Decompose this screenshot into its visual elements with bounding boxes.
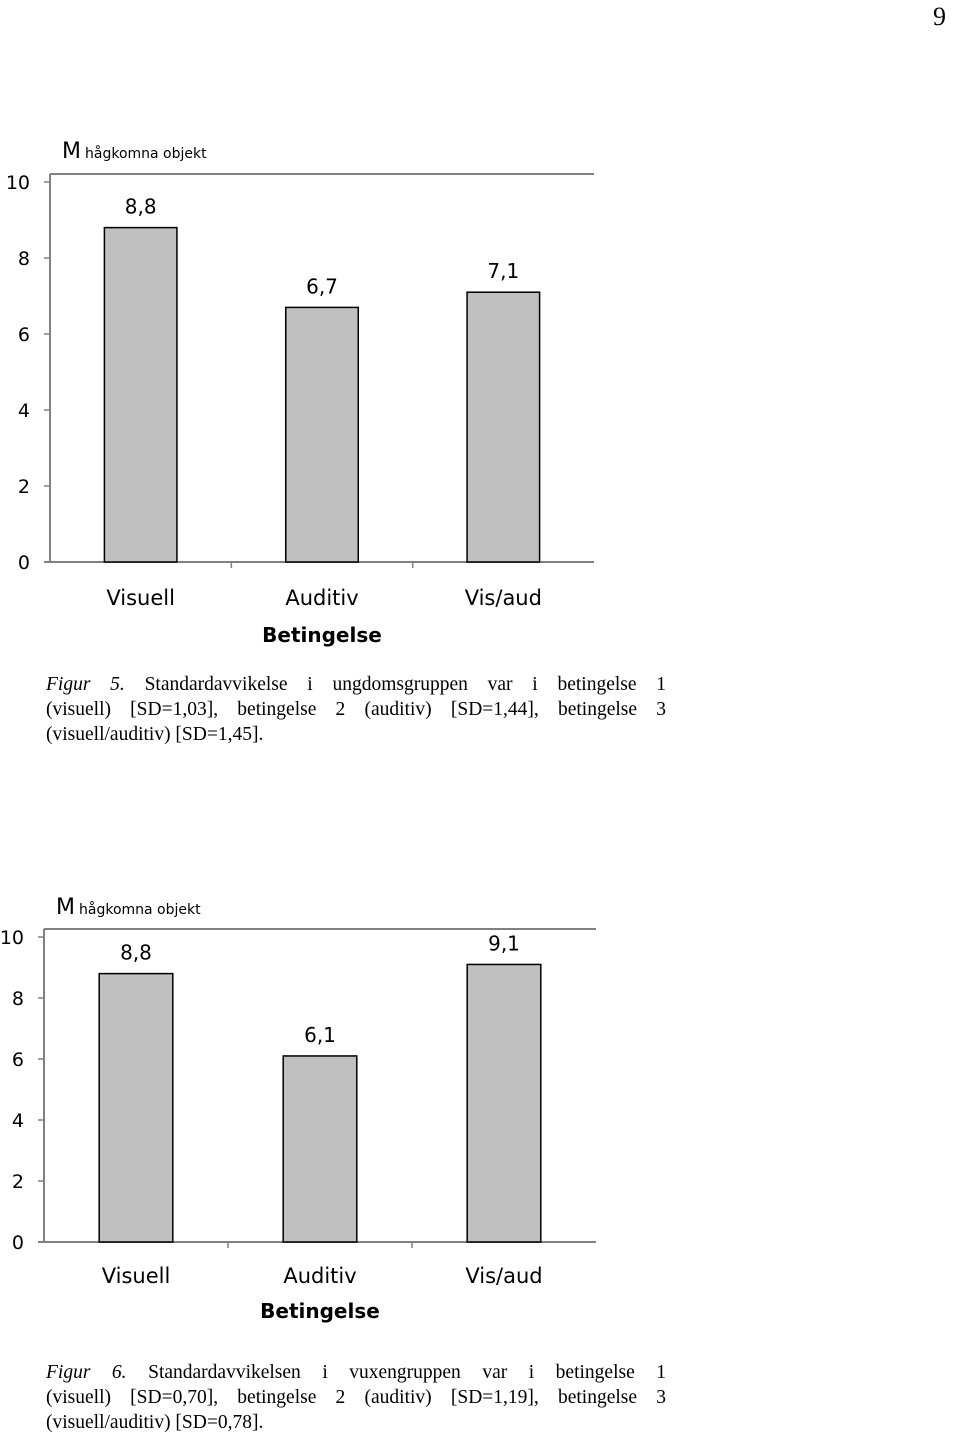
y-tick-label: 8 (18, 248, 30, 270)
y-tick-label: 10 (0, 927, 24, 949)
y-tick-label: 6 (18, 324, 30, 346)
x-tick-label: Auditiv (285, 586, 358, 610)
bar-value-label: 8,8 (120, 941, 152, 965)
caption-line: (visuell) [SD=0,70], betingelse 2 (audit… (46, 1387, 666, 1408)
y-tick-label: 4 (12, 1110, 24, 1132)
figure-label: Figur 6. (46, 1362, 127, 1383)
bar (282, 1055, 358, 1243)
y-tick-label: 2 (12, 1171, 24, 1193)
caption-line: (visuell) [SD=1,03], betingelse 2 (audit… (46, 699, 666, 720)
caption-text: Standardavvikelse i ungdomsgruppen var i… (144, 674, 667, 695)
y-tick-label: 10 (6, 172, 30, 194)
y-tick-label: 4 (18, 400, 30, 422)
page-number: 9 (933, 2, 946, 31)
caption-figure-6: Figur 6. Standardavvikelsen i vuxengrupp… (46, 1360, 666, 1435)
y-axis-label: hågkomna objekt (79, 901, 201, 918)
y-tick-label: 6 (12, 1049, 24, 1071)
y-unit-label: M (62, 139, 81, 164)
x-axis-title: Betingelse (260, 1299, 380, 1323)
caption-line: Figur 6. Standardavvikelsen i vuxengrupp… (46, 1360, 666, 1385)
caption-line: (visuell/auditiv) [SD=1,45]. (46, 724, 264, 745)
x-tick-label: Vis/aud (465, 1264, 542, 1288)
y-tick-label: 0 (12, 1232, 24, 1254)
y-axis-label: hågkomna objekt (85, 145, 207, 162)
x-axis-title: Betingelse (262, 623, 382, 647)
bar (103, 226, 178, 563)
bar-value-label: 7,1 (487, 259, 519, 283)
y-unit-label: M (56, 895, 75, 920)
y-tick-label: 2 (18, 476, 30, 498)
bar (466, 963, 542, 1243)
y-tick-label: 0 (18, 552, 30, 574)
x-tick-label: Auditiv (283, 1264, 356, 1288)
x-tick-label: Vis/aud (465, 586, 542, 610)
caption-line: (visuell/auditiv) [SD=0,78]. (46, 1412, 264, 1433)
bar-value-label: 6,1 (304, 1023, 336, 1047)
caption-figure-5: Figur 5. Standardavvikelse i ungdomsgrup… (46, 672, 666, 747)
x-tick-label: Visuell (102, 1264, 171, 1288)
caption-text: Standardavvikelsen i vuxengruppen var i … (148, 1362, 666, 1383)
bar (98, 972, 174, 1243)
x-tick-label: Visuell (106, 586, 175, 610)
figure-label: Figur 5. (46, 674, 125, 695)
caption-line: Figur 5. Standardavvikelse i ungdomsgrup… (46, 672, 666, 697)
y-tick-label: 8 (12, 988, 24, 1010)
bar (466, 291, 541, 563)
bar-value-label: 9,1 (488, 931, 520, 955)
bar (284, 306, 360, 563)
bar-value-label: 6,7 (306, 274, 338, 298)
bar-value-label: 8,8 (125, 195, 157, 219)
